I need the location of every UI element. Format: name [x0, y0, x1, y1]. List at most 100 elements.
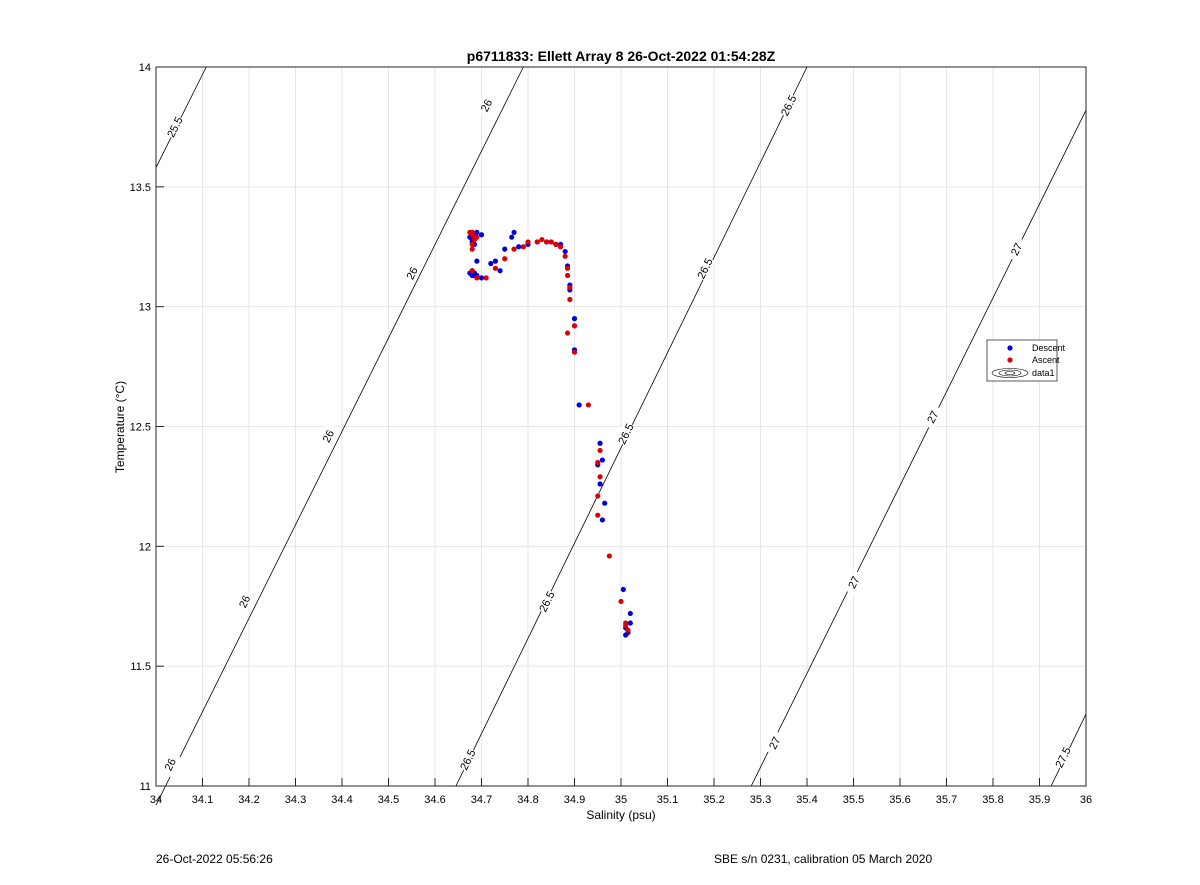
- descent-point: [597, 440, 603, 446]
- contour-label-mask: [233, 588, 256, 615]
- ascent-point: [511, 246, 517, 252]
- x-tick-label: 34.7: [471, 794, 492, 806]
- legend-label-ascent: Ascent: [1032, 355, 1060, 365]
- ascent-point: [483, 275, 489, 281]
- ascent-point: [557, 244, 564, 250]
- x-tick-label: 35.3: [750, 794, 771, 806]
- contour-label: 27: [925, 409, 941, 425]
- ascent-point: [623, 620, 629, 626]
- x-axis-ticks: 34 34.1 34.2 34.3 34.4 34.5 34.6 34.7 34.8 34.9 35…: [150, 778, 1092, 806]
- descent-point: [502, 246, 508, 252]
- ascent-point: [618, 598, 624, 605]
- descent-point: [571, 316, 578, 322]
- descent-point: [474, 229, 480, 235]
- x-tick-label: 34: [150, 794, 162, 806]
- descent-point: [478, 232, 485, 238]
- descent-point: [488, 260, 494, 267]
- data-points: [467, 229, 633, 638]
- contour-label: 27: [1009, 241, 1025, 257]
- y-tick-label: 13: [139, 302, 151, 314]
- contour-label-mask: [614, 420, 637, 447]
- descent-point: [599, 457, 606, 463]
- descent-point: [620, 586, 626, 593]
- x-tick-label: 34.8: [517, 794, 538, 806]
- x-tick-label: 35.7: [936, 794, 957, 806]
- legend-label-descent: Descent: [1032, 343, 1066, 353]
- contour-label-mask: [535, 588, 558, 615]
- ascent-point: [525, 239, 531, 245]
- y-tick-label: 12.5: [130, 422, 151, 434]
- y-tick-label: 14: [139, 62, 151, 74]
- descent-point: [597, 481, 603, 487]
- ascent-point: [585, 402, 592, 408]
- y-axis-ticks: 11 11.5 12 12.5 13 13.5 14: [130, 62, 164, 793]
- ascent-point: [562, 253, 568, 259]
- contour-label-mask: [400, 260, 423, 287]
- contour-label-mask: [921, 403, 944, 430]
- ascent-point: [553, 241, 559, 247]
- x-tick-label: 34.9: [564, 794, 585, 806]
- legend-marker-ascent: [1007, 357, 1013, 363]
- ascent-point: [469, 268, 475, 274]
- density-contour-line: [750, 109, 1087, 787]
- contour-label: 26: [321, 428, 337, 444]
- contour-label-mask: [163, 113, 186, 140]
- contour-label: 26: [479, 98, 495, 114]
- descent-point: [576, 402, 582, 408]
- contour-label-mask: [693, 255, 716, 282]
- grid-lines: [155, 66, 1087, 787]
- ascent-point: [502, 256, 508, 262]
- ascent-point: [539, 236, 545, 243]
- ascent-point: [544, 239, 550, 245]
- ascent-point: [595, 493, 601, 499]
- contour-label: 27: [846, 575, 862, 591]
- contour-label-mask: [842, 569, 865, 596]
- contour-label-mask: [456, 746, 479, 773]
- descent-point: [599, 517, 606, 523]
- contour-label-mask: [1051, 744, 1074, 771]
- contour-label: 26: [237, 594, 253, 610]
- y-tick-label: 12: [139, 541, 151, 553]
- legend-box: [986, 339, 1058, 382]
- descent-point: [627, 620, 633, 626]
- contour-label-mask: [474, 92, 498, 119]
- x-tick-label: 35.8: [982, 794, 1003, 806]
- descent-point: [497, 268, 503, 274]
- contour-label: 27: [767, 735, 783, 751]
- contour-label-mask: [158, 751, 182, 778]
- ascent-point: [571, 349, 578, 355]
- contour-label: 26: [163, 757, 179, 773]
- footer-timestamp: 26-Oct-2022 05:56:26: [156, 852, 273, 866]
- x-tick-label: 35.2: [703, 794, 724, 806]
- ascent-point: [571, 323, 578, 329]
- ascent-point: [469, 246, 475, 252]
- descent-point: [516, 244, 522, 250]
- descent-point: [478, 275, 485, 281]
- ascent-point: [597, 474, 603, 480]
- ascent-point: [567, 284, 573, 291]
- legend-label-data1: data1: [1032, 368, 1055, 378]
- ascent-point: [595, 459, 601, 466]
- descent-point: [509, 234, 515, 240]
- legend-contour-icon: [991, 368, 1029, 378]
- ascent-point: [469, 229, 475, 235]
- descent-point: [562, 248, 568, 255]
- ascent-point: [625, 627, 631, 633]
- y-axis-label: Temperature (°C): [113, 381, 127, 473]
- x-tick-label: 34.4: [331, 794, 352, 806]
- ascent-point: [474, 234, 480, 240]
- footer-calibration: SBE s/n 0231, calibration 05 March 2020: [714, 852, 933, 866]
- y-tick-label: 11.5: [130, 661, 151, 673]
- ascent-point: [534, 239, 540, 245]
- contour-label-mask: [777, 92, 800, 119]
- x-tick-label: 35.4: [796, 794, 817, 806]
- ascent-point: [492, 265, 499, 271]
- x-tick-label: 35.6: [889, 794, 910, 806]
- descent-point: [511, 229, 517, 235]
- chart-title: p6711833: Ellett Array 8 26-Oct-2022 01:…: [467, 48, 776, 64]
- x-tick-label: 34.6: [424, 794, 445, 806]
- x-tick-label: 35.9: [1029, 794, 1050, 806]
- x-tick-label: 35: [615, 794, 627, 806]
- ascent-point: [606, 553, 612, 559]
- density-contour-line: [155, 66, 207, 168]
